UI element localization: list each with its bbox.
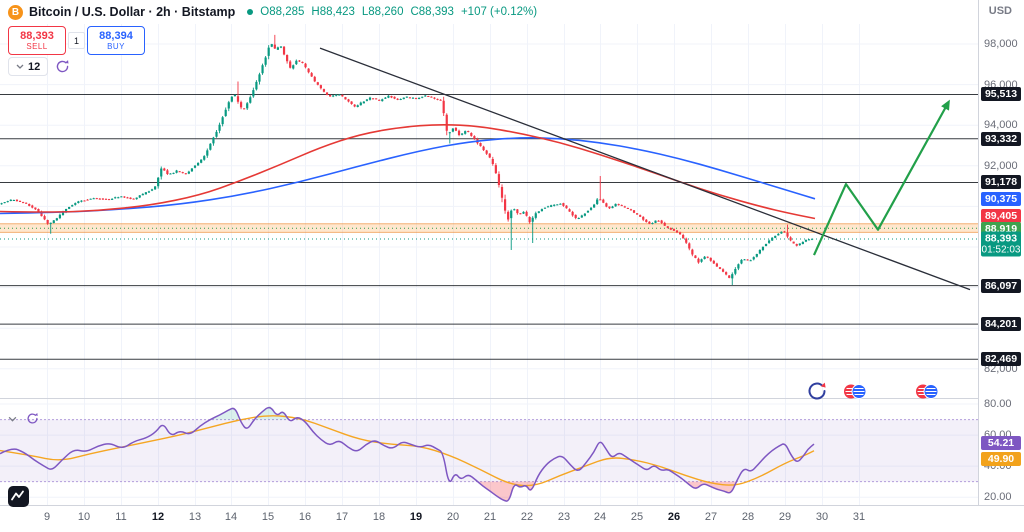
coins-icon[interactable] — [843, 383, 867, 405]
price-axis-label: 92,000 — [984, 159, 1018, 172]
time-tick: 14 — [224, 511, 238, 523]
price-badge: 82,469 — [981, 352, 1021, 367]
order-panel: 88,393 SELL 1 88,394 BUY — [8, 26, 145, 55]
ohlc-high: H88,423 — [311, 6, 355, 18]
replay-icon[interactable] — [806, 380, 828, 407]
bitcoin-icon: B — [8, 4, 23, 20]
time-tick: 13 — [188, 511, 202, 523]
rsi-pane-header — [8, 412, 39, 425]
buy-label: BUY — [107, 42, 125, 51]
ohlc-low: L88,260 — [361, 6, 404, 18]
price-axis-label: 98,000 — [984, 38, 1018, 50]
time-tick: 21 — [483, 511, 497, 523]
time-tick: 20 — [446, 511, 460, 523]
tradingview-logo[interactable] — [8, 486, 29, 512]
price-badge: 95,513 — [981, 87, 1021, 102]
price-scale[interactable]: 98,00096,00094,00092,00082,00080.0060.00… — [978, 0, 1024, 531]
price-badge: 90,375 — [981, 191, 1021, 206]
time-tick: 27 — [704, 511, 718, 523]
time-tick: 30 — [815, 511, 829, 523]
price-badge: 54.21 — [981, 436, 1021, 451]
price-badge: 88,393 01:52:03 — [981, 231, 1021, 257]
time-tick: 24 — [593, 511, 607, 523]
time-tick: 28 — [741, 511, 755, 523]
price-axis-label: 20.00 — [984, 491, 1012, 504]
time-scale[interactable]: 9 10 11 12 13 14 15 16 17 18 19 20 21 22 23 24 25 26 27 28 2… — [0, 505, 1024, 532]
time-tick: 29 — [778, 511, 792, 523]
time-tick: 22 — [520, 511, 534, 523]
price-badge: 89,405 — [981, 209, 1021, 224]
time-tick: 31 — [852, 511, 866, 523]
time-tick: 23 — [557, 511, 571, 523]
time-tick: 16 — [298, 511, 312, 523]
price-axis-label: 80.00 — [984, 398, 1012, 410]
coins-icon[interactable] — [915, 383, 939, 405]
symbol-title[interactable]: Bitcoin / U.S. Dollar · 2h · Bitstamp — [29, 5, 236, 19]
ohlc-open: O88,285 — [260, 6, 305, 18]
time-tick: 15 — [261, 511, 275, 523]
symbol-header: B Bitcoin / U.S. Dollar · 2h · Bitstamp … — [0, 0, 978, 24]
price-badge: 91,178 — [981, 175, 1021, 190]
rsi-refresh-icon[interactable] — [26, 412, 39, 425]
interval-dropdown[interactable]: 12 — [8, 57, 49, 76]
pane-separator[interactable] — [0, 398, 1024, 399]
time-tick: 12 — [151, 511, 165, 523]
time-tick: 11 — [115, 511, 127, 523]
rsi-collapse-chevron-icon[interactable] — [8, 416, 17, 422]
time-tick: 25 — [630, 511, 644, 523]
buy-button[interactable]: 88,394 BUY — [87, 26, 145, 55]
ohlc-close: C88,393 — [410, 6, 454, 18]
price-badge: 93,332 — [981, 131, 1021, 146]
price-axis-label: 94,000 — [984, 119, 1018, 132]
time-tick: 19 — [409, 511, 423, 523]
time-tick: 9 — [43, 511, 51, 523]
time-tick: 26 — [667, 511, 681, 523]
spread-value: 1 — [68, 32, 85, 49]
time-tick: 10 — [77, 511, 91, 523]
chart-toolbar: 12 — [8, 57, 70, 76]
price-chart-canvas[interactable] — [0, 0, 978, 505]
chevron-down-icon — [16, 64, 24, 69]
refresh-icon[interactable] — [55, 59, 70, 74]
ohlc-change: +107 (+0.12%) — [460, 6, 538, 18]
buy-price: 88,394 — [99, 30, 133, 42]
market-open-dot-icon — [247, 9, 254, 15]
time-tick: 18 — [372, 511, 386, 523]
ohlc-values: O88,285 H88,423 L88,260 C88,393 +107 (+0… — [260, 6, 537, 18]
sell-button[interactable]: 88,393 SELL — [8, 26, 66, 55]
interval-value: 12 — [28, 60, 41, 73]
price-badge: 86,097 — [981, 278, 1021, 293]
currency-toggle[interactable]: USD — [988, 5, 1012, 17]
sell-price: 88,393 — [20, 30, 54, 42]
time-tick: 17 — [335, 511, 349, 523]
price-badge: 84,201 — [981, 317, 1021, 332]
price-badge: 49.90 — [981, 451, 1021, 466]
sell-label: SELL — [26, 42, 48, 51]
